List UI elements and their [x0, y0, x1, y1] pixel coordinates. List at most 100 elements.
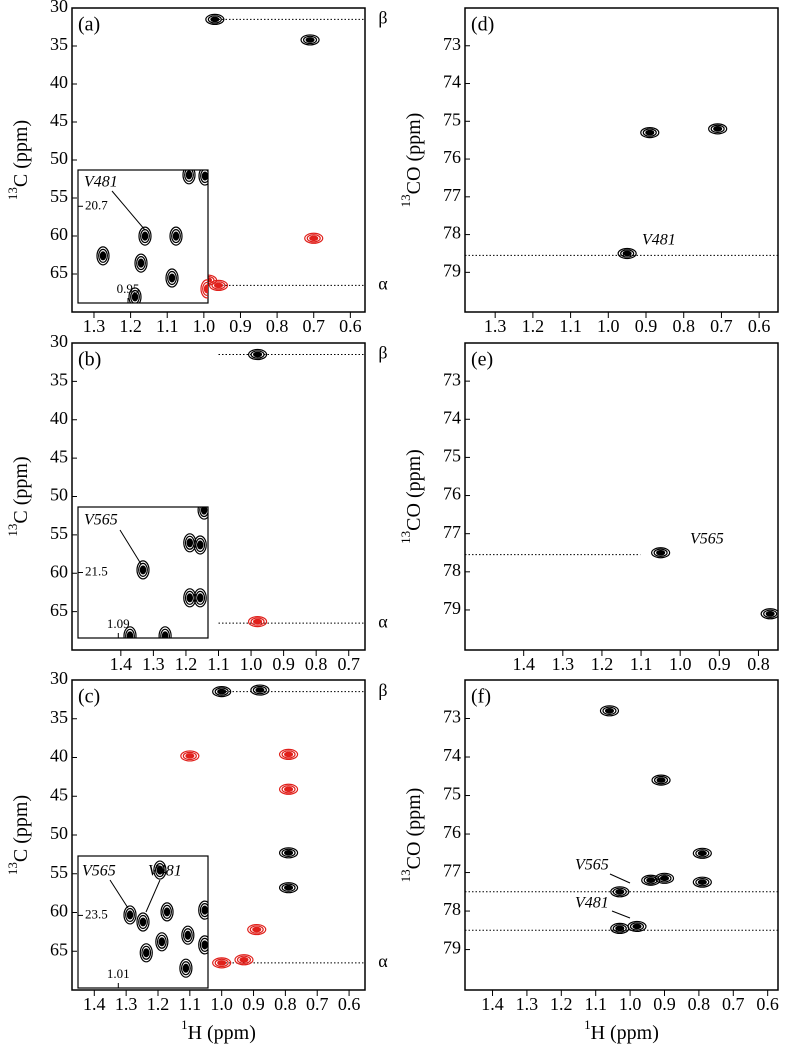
peak-contour	[155, 932, 169, 952]
peak-contour	[153, 860, 167, 880]
y-tick-label: 65	[50, 939, 68, 959]
peak-contour	[180, 750, 200, 762]
x-axis-title-sup: 1	[181, 1017, 188, 1032]
peak	[599, 705, 620, 717]
x-tick-label: 1.0	[240, 654, 263, 674]
y-axis-title: 13C (ppm)	[5, 120, 31, 200]
y-tick-label: 35	[50, 707, 68, 727]
y-axis-title-text: CO (ppm)	[403, 788, 425, 870]
y-tick-label: 30	[50, 668, 68, 688]
peak-contour-ring	[302, 35, 318, 45]
peak-contour-ring	[656, 777, 666, 783]
y-tick-label: 55	[50, 862, 68, 882]
peak-contour-ring	[695, 849, 710, 858]
peak-contour-ring	[172, 231, 180, 241]
x-axis-title-sup: 1	[584, 1017, 591, 1032]
peak-contour-ring	[201, 171, 208, 181]
peak-contour-ring	[657, 874, 672, 883]
peak	[760, 608, 778, 620]
y-tick-label: 76	[443, 484, 461, 504]
peak-contour-ring	[281, 750, 296, 759]
x-tick-label: 1.1	[584, 994, 607, 1014]
x-tick-label: 1.3	[83, 316, 106, 336]
peak	[651, 547, 671, 559]
inset-tick-label: 1.01	[107, 966, 130, 981]
peak-contour	[165, 268, 179, 288]
peak-contour	[617, 247, 637, 260]
peak-contour	[599, 705, 620, 717]
y-tick-label: 73	[443, 369, 461, 389]
peak-contour-ring	[695, 877, 710, 887]
y-tick-label: 35	[50, 370, 68, 390]
x-tick-label: 0.9	[272, 654, 295, 674]
peak	[136, 912, 150, 932]
peak	[654, 872, 675, 884]
panel-label: (b)	[78, 349, 101, 371]
panel-label: (d)	[471, 14, 494, 36]
x-tick-label: 1.0	[597, 316, 620, 336]
plot-area	[72, 343, 365, 650]
peak-contour	[123, 626, 137, 638]
peak-contour-ring	[130, 289, 140, 303]
peak-contour	[278, 748, 299, 761]
peak	[155, 932, 169, 952]
x-tick-label: 0.7	[710, 316, 733, 336]
x-tick-label: 1.4	[481, 994, 504, 1014]
peak-contour	[138, 226, 152, 246]
peak-contour-ring	[199, 937, 208, 952]
peak-contour-ring	[250, 350, 265, 359]
peak	[247, 923, 267, 936]
peak-contour-ring	[612, 924, 627, 933]
y-tick-label: 79	[443, 598, 461, 618]
peak-contour	[139, 943, 153, 963]
peak-contour-ring	[697, 850, 707, 857]
y-tick-label: 78	[443, 223, 461, 243]
peak-contour-ring	[612, 887, 627, 897]
peak-contour-ring	[642, 128, 657, 137]
inset-area	[123, 507, 208, 638]
peak	[153, 860, 167, 880]
y-tick-label: 79	[443, 938, 461, 958]
peak-contour	[640, 127, 660, 139]
y-axis-title-text: C (ppm)	[10, 795, 32, 862]
peak-label: V565	[690, 531, 724, 548]
peak-contour-ring	[160, 628, 171, 638]
peak	[123, 905, 137, 925]
peak-contour-ring	[281, 883, 296, 892]
assignment-label: β	[378, 8, 387, 28]
y-tick-label: 60	[50, 901, 68, 921]
peak-contour	[182, 170, 196, 185]
peak-contour-ring	[656, 549, 666, 556]
y-tick-label: 74	[443, 745, 461, 765]
peak-contour-ring	[659, 875, 670, 882]
y-tick-label: 77	[443, 522, 461, 542]
peak-contour-ring	[186, 593, 194, 603]
peak-contour	[160, 902, 174, 922]
y-tick-label: 30	[50, 331, 68, 351]
peak-contour-ring	[645, 129, 655, 136]
peak	[247, 616, 268, 628]
peak-contour-ring	[214, 687, 229, 696]
x-tick-label: 1.1	[156, 316, 179, 336]
peak-contour	[128, 287, 142, 303]
peak-contour-ring	[182, 963, 190, 973]
peak	[193, 588, 207, 608]
peak-contour-ring	[136, 256, 146, 271]
panel-label: (e)	[471, 349, 493, 371]
y-tick-label: 75	[443, 109, 461, 129]
peak-contour-ring	[239, 956, 249, 963]
peak-contour-ring	[602, 706, 617, 716]
peak-contour-ring	[207, 15, 222, 24]
y-tick-label: 55	[50, 523, 68, 543]
x-tick-label: 0.8	[672, 316, 695, 336]
peak-contour-ring	[126, 631, 134, 638]
peak-contour-ring	[185, 170, 193, 180]
y-tick-label: 74	[443, 72, 461, 92]
peak-contour	[278, 783, 299, 795]
x-tick-label: 1.0	[193, 316, 216, 336]
y-tick-label: 55	[50, 186, 68, 206]
peak-contour-ring	[213, 282, 224, 289]
peak-contour-ring	[138, 914, 148, 930]
peak-contour	[205, 13, 225, 25]
inset-label: V481	[148, 863, 182, 880]
